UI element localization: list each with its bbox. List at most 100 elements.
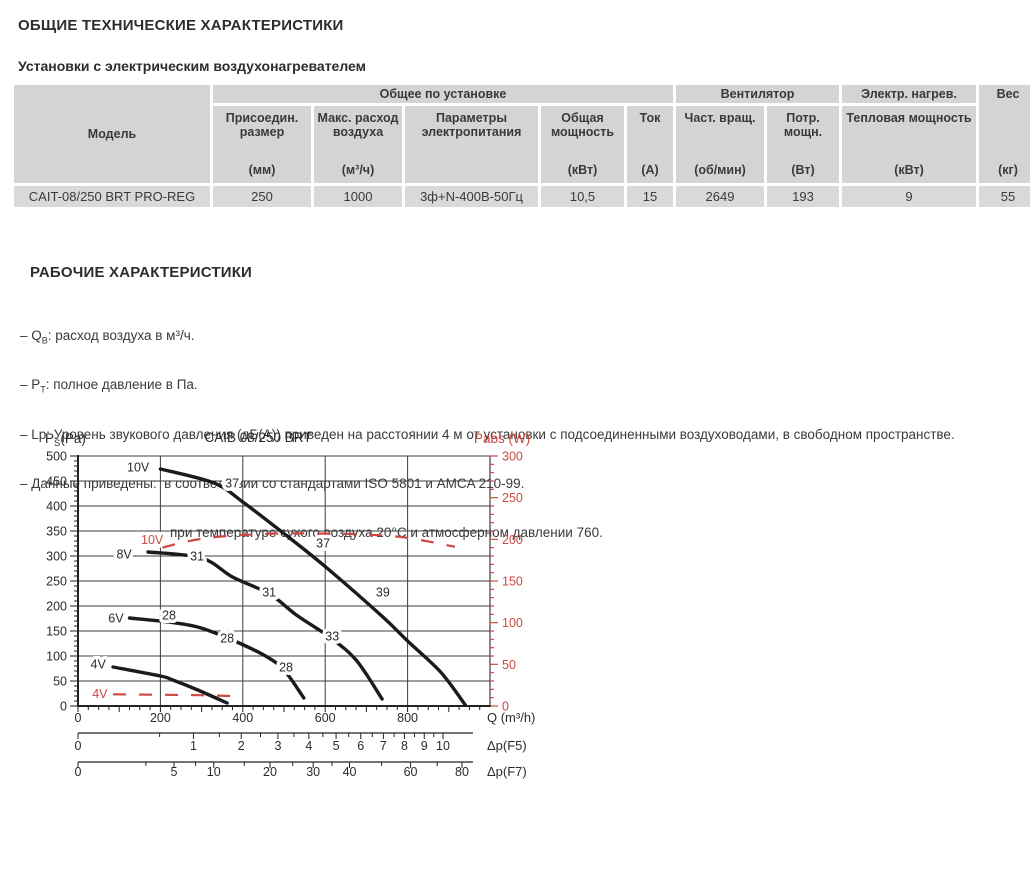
note-conditions: при температуре сухого воздуха 20°С и ат… [170, 525, 603, 541]
left-tick-label: 300 [46, 550, 67, 564]
section-subtitle: Установки с электрическим воздухонагрева… [18, 58, 367, 74]
col-header-consumed-power: Потр. мощн. (Вт) [767, 106, 840, 183]
header-unit: (кВт) [894, 163, 924, 177]
dp-tick-label: 9 [421, 739, 428, 753]
right-tick-label: 250 [502, 491, 523, 505]
right-tick-label: 0 [502, 700, 509, 714]
dp-tick-label: 5 [333, 739, 340, 753]
dp-tick-label: 30 [306, 765, 320, 779]
left-tick-label: 150 [46, 625, 67, 639]
left-tick-label: 200 [46, 600, 67, 614]
cell-current: 15 [627, 186, 674, 207]
page-title: ОБЩИЕ ТЕХНИЧЕСКИЕ ХАРАКТЕРИСТИКИ [18, 17, 344, 34]
curve-label-31: 31 [262, 586, 276, 600]
x-tick-label: 0 [75, 711, 82, 725]
pressure-curve-6V [127, 616, 306, 700]
note-airflow: – QВ: расход воздуха в м³/ч. [20, 328, 195, 346]
col-header-weight: Вес (кг) [979, 85, 1030, 183]
curve-label-8V: 8V [116, 548, 132, 562]
note-standards: – Данные приведены: в соответствии со ст… [20, 475, 525, 491]
dp-tick-label: 4 [305, 739, 312, 753]
curve-label-4V: 4V [92, 687, 108, 701]
col-header-current: Ток (А) [627, 106, 674, 183]
col-header-model: Модель [14, 85, 210, 183]
x-tick-label: 800 [397, 711, 418, 725]
curves [111, 467, 467, 707]
col-header-power-supply: Параметры электропитания [405, 106, 538, 183]
chart-grid [78, 455, 491, 706]
curve-label-10V: 10V [141, 533, 164, 547]
note-pressure: – PТ: полное давление в Па. [20, 377, 198, 395]
dp-tick-label: 60 [404, 765, 418, 779]
note-sound: – Lp: Уровень звукового давления (дБ(А))… [20, 426, 955, 442]
pressure-curve-10V [158, 467, 467, 707]
power-curve-4V [112, 693, 231, 698]
right-axis-ticks: 0 50 100 150 200 250 300 [490, 450, 523, 714]
dp-tick-label: 7 [380, 739, 387, 753]
specs-table: Модель Общее по установке Вентилятор Эле… [11, 82, 1030, 210]
left-tick-label: 350 [46, 525, 67, 539]
curve-label-37: 37 [316, 537, 330, 551]
curve-label-31: 31 [190, 550, 204, 564]
header-title: Параметры электропитания [421, 111, 522, 139]
x-axis-title: Q (m³/h) [487, 710, 535, 725]
weight-unit: (кг) [998, 163, 1018, 177]
cell-power-supply: 3ф+N-400В-50Гц [405, 186, 538, 207]
curve-label-28: 28 [279, 661, 293, 675]
col-header-total-power: Общая мощность (кВт) [541, 106, 624, 183]
dp-tick-label: 40 [343, 765, 357, 779]
dp-tick-label: 80 [455, 765, 469, 779]
x-tick-label: 400 [232, 711, 253, 725]
header-title: Потр. мощн. [783, 111, 823, 139]
dp-tick-label: 6 [357, 739, 364, 753]
power-curve-10V [162, 532, 456, 549]
dp-tick-label: 10 [436, 739, 450, 753]
cell-consumed-power: 193 [767, 186, 840, 207]
curve-label-4V: 4V [91, 658, 107, 672]
header-unit: (мм) [248, 163, 276, 177]
table-row: CAIT-08/250 BRT PRO-REG 250 1000 3ф+N-40… [14, 186, 1030, 207]
left-axis-title: PS(Pa) [45, 431, 86, 449]
performance-chart: 0501001502002503003504004505000501001502… [45, 430, 535, 779]
notes-list: – QВ: расход воздуха в м³/ч. – PТ: полно… [20, 296, 955, 557]
weight-title: Вес [996, 87, 1020, 101]
curve-label-39: 39 [376, 586, 390, 600]
dp-tick-label: 5 [171, 765, 178, 779]
right-tick-label: 200 [502, 533, 523, 547]
group-header-heater: Электр. нагрев. [842, 85, 977, 103]
curve-label-33: 33 [325, 630, 339, 644]
x-axis-ticks: 0 200 400 600 800 Q (m³/h) [75, 706, 535, 725]
col-header-size: Присоедин. размер (мм) [213, 106, 311, 183]
cell-heat-power: 9 [842, 186, 977, 207]
pressure-curve-8V [146, 550, 384, 701]
col-header-rpm: Част. вращ. (об/мин) [676, 106, 765, 183]
dp-tick-label: 3 [274, 739, 281, 753]
dp-tick-label: 2 [238, 739, 245, 753]
chart-titles: CAIB 08/250 BRT PS(Pa) Pabs (W) [45, 430, 530, 449]
header-unit: (А) [641, 163, 659, 177]
left-tick-label: 0 [60, 700, 67, 714]
right-tick-label: 300 [502, 450, 523, 464]
x-tick-label: 200 [150, 711, 171, 725]
working-characteristics-title: РАБОЧИЕ ХАРАКТЕРИСТИКИ [30, 264, 253, 281]
curve-label-28: 28 [162, 609, 176, 623]
dp-tick-label: 0 [75, 765, 82, 779]
header-unit: (Вт) [791, 163, 815, 177]
curve-labels: 10V 37 37 39 8V 31 31 33 6V 28 28 28 4V 10V 4V [87, 457, 393, 705]
group-header-unit: Общее по установке [213, 85, 674, 103]
curve-label-37: 37 [225, 477, 239, 491]
table-subheader-row: Присоедин. размер (мм) Макс. расход возду… [14, 106, 1030, 183]
header-unit: (об/мин) [694, 163, 746, 177]
right-tick-label: 150 [502, 575, 523, 589]
dp-tick-label: 20 [263, 765, 277, 779]
dp-tick-label: 0 [75, 739, 82, 753]
right-tick-label: 100 [502, 616, 523, 630]
group-header-fan: Вентилятор [676, 85, 840, 103]
cell-total-power: 10,5 [541, 186, 624, 207]
cell-model: CAIT-08/250 BRT PRO-REG [14, 186, 210, 207]
header-title: Ток [639, 111, 661, 125]
header-title: Макс. расход воздуха [317, 111, 399, 139]
left-tick-label: 100 [46, 650, 67, 664]
dp-tick-label: 8 [401, 739, 408, 753]
